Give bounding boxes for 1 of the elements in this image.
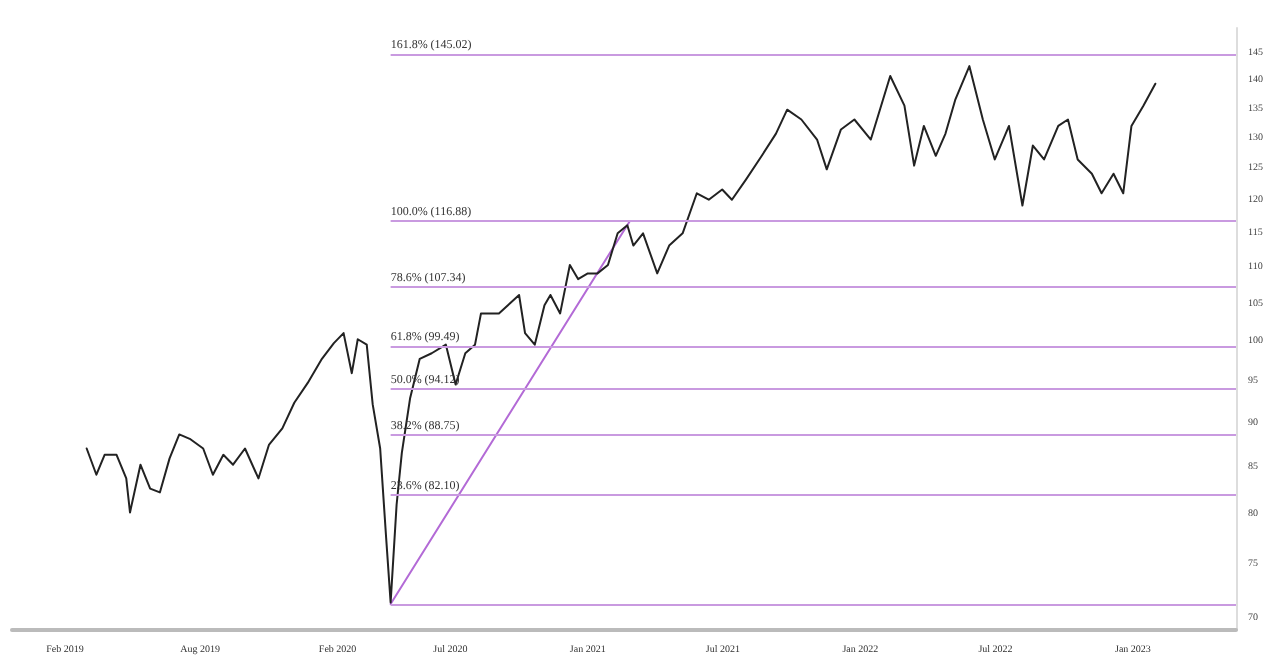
line-series [85, 65, 1157, 604]
